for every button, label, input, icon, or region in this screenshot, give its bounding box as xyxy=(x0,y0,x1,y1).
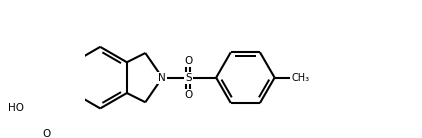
Text: O: O xyxy=(43,129,51,138)
Text: HO: HO xyxy=(8,103,24,113)
Text: O: O xyxy=(184,90,192,99)
Text: O: O xyxy=(184,56,192,66)
Text: N: N xyxy=(158,73,166,83)
Text: S: S xyxy=(185,73,192,83)
Text: CH₃: CH₃ xyxy=(292,73,310,83)
